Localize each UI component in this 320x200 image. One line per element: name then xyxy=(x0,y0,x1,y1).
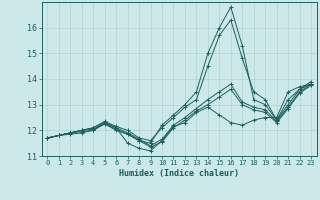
X-axis label: Humidex (Indice chaleur): Humidex (Indice chaleur) xyxy=(119,169,239,178)
